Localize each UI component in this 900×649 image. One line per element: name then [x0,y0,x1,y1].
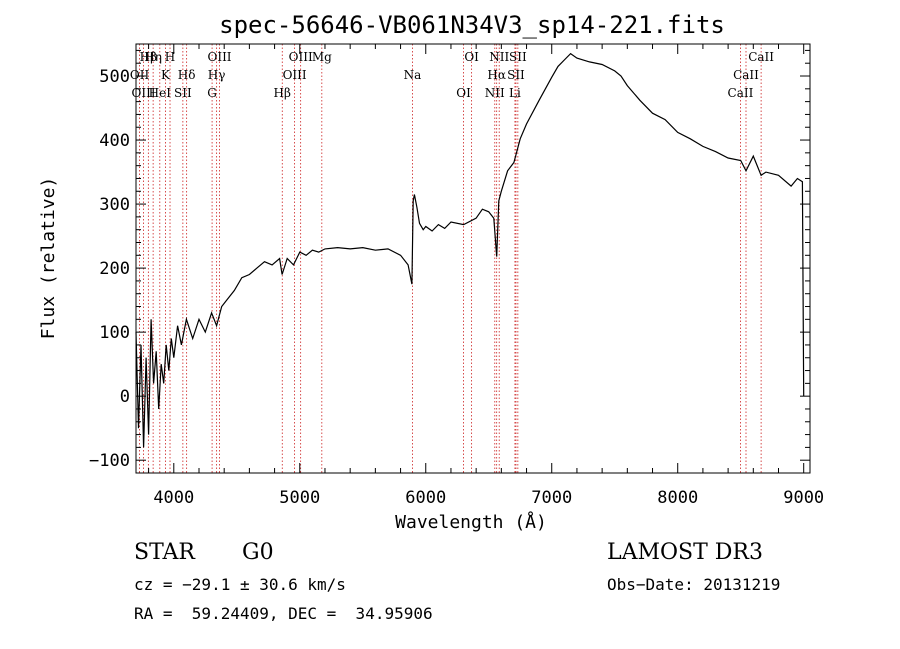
emission-line-label: Hη [144,50,162,64]
y-tick-label: 0 [120,387,130,407]
emission-line-label: Hα [487,68,506,82]
x-tick-label: 5000 [279,488,320,508]
emission-line-label: Hδ [178,68,196,82]
emission-line-label: SII [509,50,527,64]
observation-date: Obs−Date: 20131219 [607,575,781,594]
chart-title: spec-56646-VB061N34V3_sp14-221.fits [219,11,725,39]
emission-line-markers [139,44,762,473]
y-tick-label: 500 [99,67,130,87]
emission-line-label: OIII [207,50,231,64]
x-tick-label: 8000 [657,488,698,508]
emission-line-label: Hγ [208,68,226,82]
emission-line-label: G [207,86,217,100]
sky-coordinates: RA = 59.24409, DEC = 34.95906 [134,604,433,623]
y-tick-label: 100 [99,323,130,343]
emission-line-label: HeI [149,86,172,100]
emission-line-label: CaII [733,68,759,82]
emission-line-label: NII [489,50,509,64]
y-axis-label: Flux (relative) [38,177,59,340]
x-axis-label: Wavelength (Å) [395,511,547,533]
plot-frame [135,43,811,474]
y-tick-label: 200 [99,259,130,279]
emission-line-label: H [165,50,175,64]
y-tick-label: 400 [99,131,130,151]
emission-line-label: Na [404,68,422,82]
emission-line-label: NII [485,86,505,100]
emission-line-label: CaII [728,86,754,100]
spectrum-line [135,52,805,448]
y-tick-label: 300 [99,195,130,215]
emission-line-label: OII [130,68,150,82]
emission-line-label: Mg [312,50,332,64]
emission-line-label: Hβ [140,50,157,64]
emission-line-label: SII [174,86,192,100]
object-class: STAR [134,540,195,565]
survey-name: LAMOST DR3 [607,540,763,565]
emission-line-label: OIII [289,50,313,64]
emission-line-label: Li [509,86,521,100]
redshift-velocity: cz = −29.1 ± 30.6 km/s [134,575,346,594]
emission-line-label: SII [507,68,525,82]
emission-line-labels: Hβ OII OIII Hη K HeI HHδ SII OIII Hγ G OIII OIII Hβ Mg… [130,50,774,100]
emission-line-label: OIII [132,86,156,100]
emission-line-label: CaII [748,50,774,64]
x-tick-label: 4000 [153,488,194,508]
emission-line-label: OIII [283,68,307,82]
y-tick-label: −100 [89,451,130,471]
emission-line-label: OI [456,86,471,100]
x-tick-label: 7000 [531,488,572,508]
x-tick-label: 6000 [405,488,446,508]
emission-line-label: Hβ [274,86,291,100]
emission-line-label: K [161,68,171,82]
emission-line-label: OI [464,50,479,64]
object-subclass: G0 [242,540,274,565]
axis-ticks: 4000 5000 6000 7000 8000 9000 −100 0 100 200 300 40… [89,44,824,508]
x-tick-label: 9000 [783,488,824,508]
